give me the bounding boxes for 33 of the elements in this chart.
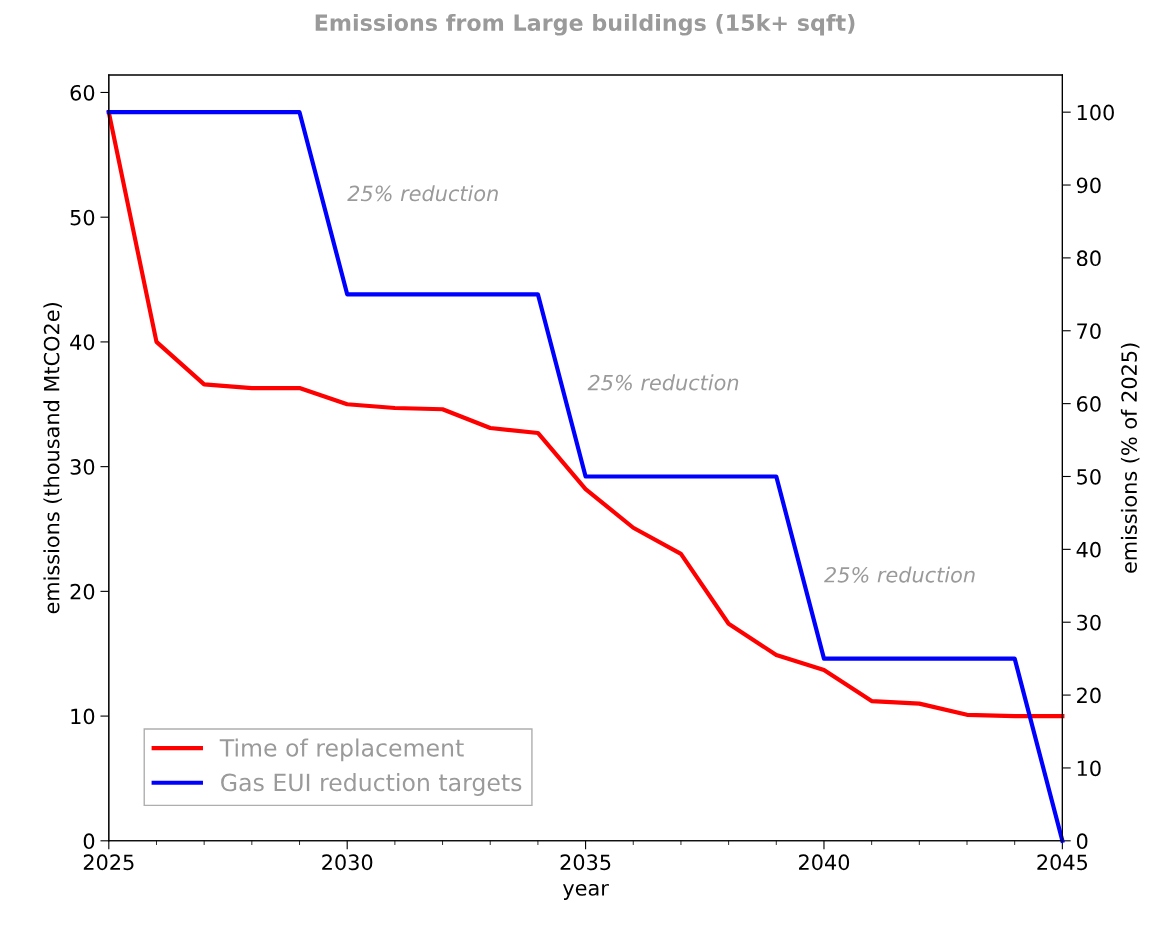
y-tick-label: 60 [70,84,95,101]
y2-tick-label: 60 [1077,396,1101,412]
x-tick-label: 2030 [322,854,373,871]
y2-tick-label: 10 [1077,760,1101,777]
y2-tick-label: 0 [1076,833,1088,850]
y2-tick-label: 30 [1077,614,1101,631]
x-tick-label: 2035 [560,854,611,871]
y-tick-label: 20 [70,583,95,600]
y2-tick-label: 70 [1077,323,1101,339]
y-tick-label: 10 [71,708,95,725]
legend-label: Gas EUI reduction targets [221,773,522,796]
y-tick-label: 30 [70,459,95,475]
y-tick-label: 0 [83,833,95,850]
y2-tick-label: 50 [1077,468,1101,485]
annotation: 25% reduction [587,374,739,391]
annotation: 25% reduction [347,185,498,202]
annotation: 25% reduction [824,566,975,583]
y2-tick-label: 90 [1076,177,1101,194]
y2-tick-label: 100 [1077,104,1114,121]
y2-axis-title: emissions (% of 2025) [1120,343,1140,573]
x-axis-title: year [562,883,609,900]
legend-label: Time of replacement [219,738,464,762]
chart-title: Emissions from Large buildings (15k+ sqft) [315,13,855,36]
y-tick-label: 50 [70,209,95,226]
y2-tick-label: 40 [1076,541,1101,558]
y2-tick-label: 20 [1077,687,1101,704]
line-series [106,110,1065,719]
x-tick-label: 2040 [798,854,850,871]
y-axis-title: emissions (thousand MtCO2e) [43,303,62,614]
x-tick-label: 2045 [1037,854,1088,871]
x-tick-label: 2025 [83,854,134,871]
y2-tick-label: 80 [1076,250,1101,267]
y-tick-label: 40 [70,334,95,351]
